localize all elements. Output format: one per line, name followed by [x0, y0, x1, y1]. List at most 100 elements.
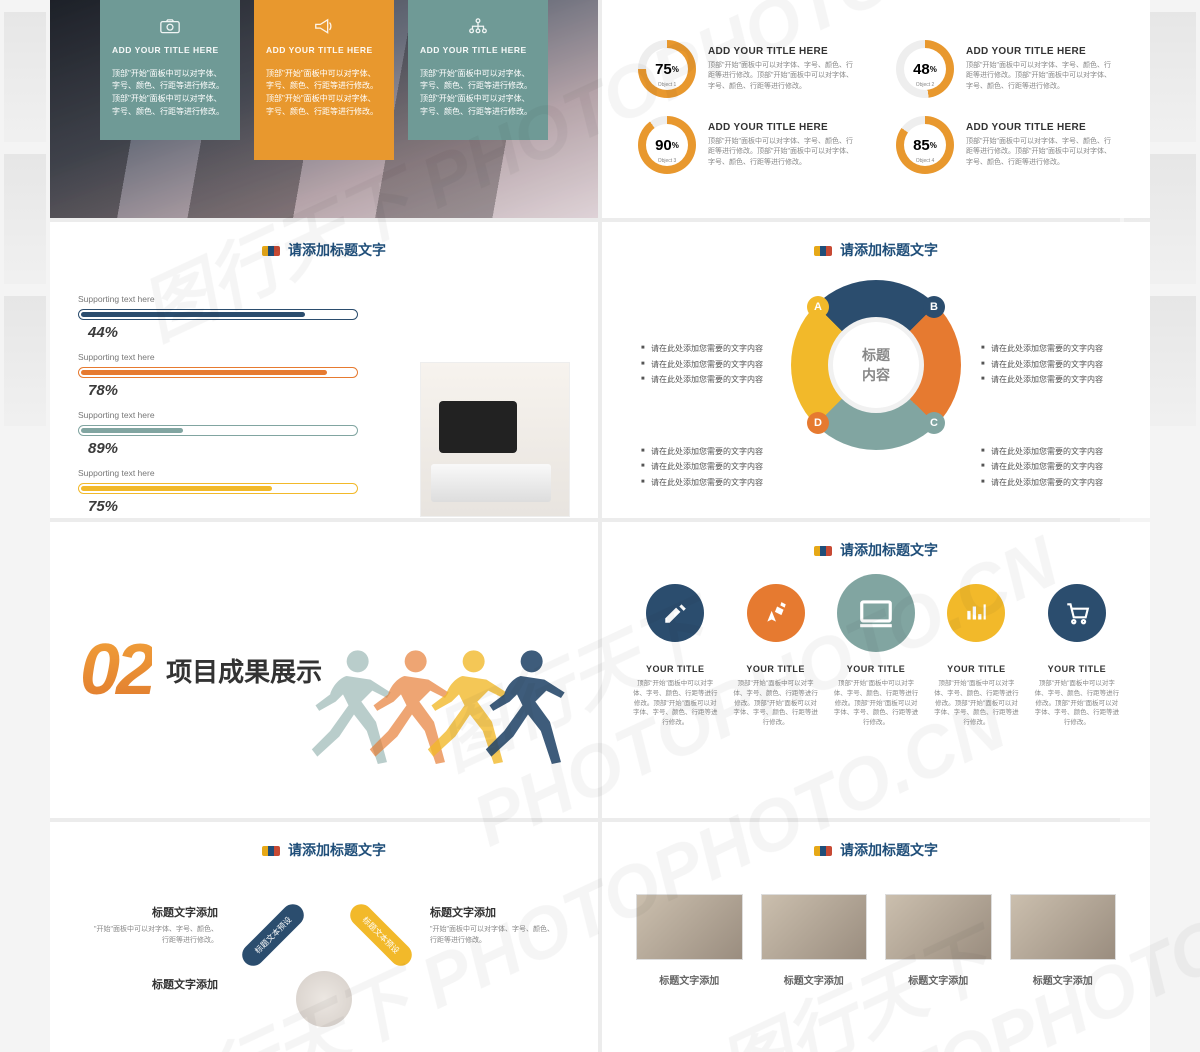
thumb-title: 标题文字添加 — [761, 972, 868, 987]
thumbnail — [636, 894, 743, 960]
stat-body: 顶部"开始"面板中可以对字体、字号、颜色、行距等进行修改。顶部"开始"面板中可以… — [708, 61, 856, 93]
feature-title: YOUR TITLE — [730, 664, 820, 674]
card-body: 顶部"开始"面板中可以对字体、字号、颜色、行距等进行修改。顶部"开始"面板中可以… — [420, 68, 536, 119]
slide-title: 请添加标题文字 — [630, 240, 1122, 260]
feature-title: YOUR TITLE — [1032, 664, 1122, 674]
feature-body: 顶部"开始"面板中可以对字体、字号、颜色、行距等进行修改。顶部"开始"面板可以对… — [1032, 679, 1122, 728]
bullet-item: 请在此处添加您需要的文字内容 — [981, 344, 1111, 354]
thumb-title: 标题文字添加 — [636, 972, 743, 987]
radial-stat: 75% Object 1 ADD YOUR TITLE HERE 顶部"开始"面… — [638, 40, 856, 98]
stat-title: ADD YOUR TITLE HERE — [966, 122, 1114, 133]
bar-percent: 44% — [88, 324, 118, 341]
stat-value: 90% — [638, 116, 696, 174]
feature-body: 顶部"开始"面板中可以对字体、字号、颜色、行距等进行修改。顶部"开始"面板可以对… — [831, 679, 921, 728]
col-heading: 标题文字添加 — [430, 904, 560, 920]
bullet-item: 请在此处添加您需要的文字内容 — [641, 478, 771, 488]
petal: 标题文本预设 — [346, 900, 417, 971]
icon-feature: YOUR TITLE 顶部"开始"面板中可以对字体、字号、颜色、行距等进行修改。… — [1032, 584, 1122, 728]
col-body: "开始"面板中可以对字体、字号、颜色、行距等进行修改。 — [88, 925, 218, 946]
stat-title: ADD YOUR TITLE HERE — [708, 46, 856, 57]
bar-percent: 89% — [88, 440, 118, 457]
bar-label: Supporting text here — [78, 352, 400, 362]
card-title: ADD YOUR TITLE HERE — [266, 44, 382, 58]
runner-icon — [462, 643, 572, 783]
stat-title: ADD YOUR TITLE HERE — [708, 122, 856, 133]
col-heading: 标题文字添加 — [88, 904, 218, 920]
donut-badge: C — [923, 412, 945, 434]
bar-label: Supporting text here — [78, 410, 400, 420]
slide-title: 请添加标题文字 — [630, 540, 1122, 560]
icon-feature: YOUR TITLE 顶部"开始"面板中可以对字体、字号、颜色、行距等进行修改。… — [730, 584, 820, 728]
donut-center-line2: 内容 — [862, 365, 890, 385]
thumbnail — [885, 894, 992, 960]
card-title: ADD YOUR TITLE HERE — [112, 44, 228, 58]
radial-stat: 90% Object 3 ADD YOUR TITLE HERE 顶部"开始"面… — [638, 116, 856, 174]
stat-body: 顶部"开始"面板中可以对字体、字号、颜色、行距等进行修改。顶部"开始"面板中可以… — [708, 137, 856, 169]
feature-icon — [837, 574, 915, 652]
bar-label: Supporting text here — [78, 468, 400, 478]
bullet-item: 请在此处添加您需要的文字内容 — [981, 447, 1111, 457]
progress-row: Supporting text here 78% — [78, 352, 400, 400]
feature-body: 顶部"开始"面板中可以对字体、字号、颜色、行距等进行修改。顶部"开始"面板可以对… — [730, 679, 820, 728]
radial-stat: 85% Object 4 ADD YOUR TITLE HERE 顶部"开始"面… — [896, 116, 1114, 174]
stat-body: 顶部"开始"面板中可以对字体、字号、颜色、行距等进行修改。顶部"开始"面板中可以… — [966, 137, 1114, 169]
bar-percent: 75% — [88, 498, 118, 515]
col-body: "开始"面板中可以对字体、字号、颜色、行距等进行修改。 — [430, 925, 560, 946]
thumbnail — [761, 894, 868, 960]
bullet-item: 请在此处添加您需要的文字内容 — [981, 478, 1111, 488]
stat-label: Object 2 — [896, 82, 954, 88]
slide-progress-bars: 请添加标题文字 Supporting text here 44% Supporti… — [50, 222, 598, 518]
slide-petal-diagram: 请添加标题文字 标题文字添加 "开始"面板中可以对字体、字号、颜色、行距等进行修… — [50, 822, 598, 1052]
feature-title: YOUR TITLE — [630, 664, 720, 674]
bullet-item: 请在此处添加您需要的文字内容 — [641, 462, 771, 472]
slide-grid: ADD YOUR TITLE HERE 顶部"开始"面板中可以对字体、字号、颜色… — [50, 0, 1150, 1052]
donut-center-line1: 标题 — [862, 345, 890, 365]
bar-percent: 78% — [88, 382, 118, 399]
stat-label: Object 1 — [638, 82, 696, 88]
icon-feature: YOUR TITLE 顶部"开始"面板中可以对字体、字号、颜色、行距等进行修改。… — [831, 584, 921, 728]
stat-label: Object 4 — [896, 158, 954, 164]
radial-stat: 48% Object 2 ADD YOUR TITLE HERE 顶部"开始"面… — [896, 40, 1114, 98]
stat-title: ADD YOUR TITLE HERE — [966, 46, 1114, 57]
slide-title: 请添加标题文字 — [630, 840, 1122, 860]
bullet-item: 请在此处添加您需要的文字内容 — [981, 375, 1111, 385]
bullet-item: 请在此处添加您需要的文字内容 — [641, 447, 771, 457]
donut-badge: A — [807, 296, 829, 318]
feature-icon — [947, 584, 1005, 642]
stat-label: Object 3 — [638, 158, 696, 164]
slide-title: 请添加标题文字 — [78, 240, 570, 260]
image-card: 标题文字添加 — [636, 894, 743, 987]
feature-icon — [646, 584, 704, 642]
slide-section-divider: 02 项目成果展示 — [50, 522, 598, 818]
icon-feature: YOUR TITLE 顶部"开始"面板中可以对字体、字号、颜色、行距等进行修改。… — [931, 584, 1021, 728]
donut-badge: B — [923, 296, 945, 318]
card-icon — [159, 18, 181, 36]
card-body: 顶部"开始"面板中可以对字体、字号、颜色、行距等进行修改。顶部"开始"面板中可以… — [112, 68, 228, 119]
bullet-item: 请在此处添加您需要的文字内容 — [981, 462, 1111, 472]
feature-icon — [747, 584, 805, 642]
petal-center: 标题文本预设标题文本预设 — [234, 904, 414, 1044]
icon-feature: YOUR TITLE 顶部"开始"面板中可以对字体、字号、颜色、行距等进行修改。… — [630, 584, 720, 728]
slide-title: 请添加标题文字 — [78, 840, 570, 860]
card-body: 顶部"开始"面板中可以对字体、字号、颜色、行距等进行修改。顶部"开始"面板中可以… — [266, 68, 382, 119]
hero-card: ADD YOUR TITLE HERE 顶部"开始"面板中可以对字体、字号、颜色… — [408, 0, 548, 140]
bullet-item: 请在此处添加您需要的文字内容 — [641, 360, 771, 370]
slide-donut-chart: 请添加标题文字 请在此处添加您需要的文字内容请在此处添加您需要的文字内容请在此处… — [602, 222, 1150, 518]
card-icon — [467, 18, 489, 36]
feature-body: 顶部"开始"面板中可以对字体、字号、颜色、行距等进行修改。顶部"开始"面板可以对… — [931, 679, 1021, 728]
donut-badge: D — [807, 412, 829, 434]
bullet-item: 请在此处添加您需要的文字内容 — [641, 375, 771, 385]
stat-body: 顶部"开始"面板中可以对字体、字号、颜色、行距等进行修改。顶部"开始"面板中可以… — [966, 61, 1114, 93]
slide-hero-cards: ADD YOUR TITLE HERE 顶部"开始"面板中可以对字体、字号、颜色… — [50, 0, 598, 218]
image-card: 标题文字添加 — [885, 894, 992, 987]
image-card: 标题文字添加 — [1010, 894, 1117, 987]
card-icon — [313, 18, 335, 36]
feature-body: 顶部"开始"面板中可以对字体、字号、颜色、行距等进行修改。顶部"开始"面板可以对… — [630, 679, 720, 728]
stat-value: 48% — [896, 40, 954, 98]
progress-row: Supporting text here 75% — [78, 468, 400, 516]
col-heading: 标题文字添加 — [88, 976, 218, 992]
bar-label: Supporting text here — [78, 294, 400, 304]
slide-image-row: 请添加标题文字 标题文字添加 标题文字添加 标题文字添加 标题文字添加 — [602, 822, 1150, 1052]
bullet-item: 请在此处添加您需要的文字内容 — [641, 344, 771, 354]
thumb-title: 标题文字添加 — [885, 972, 992, 987]
